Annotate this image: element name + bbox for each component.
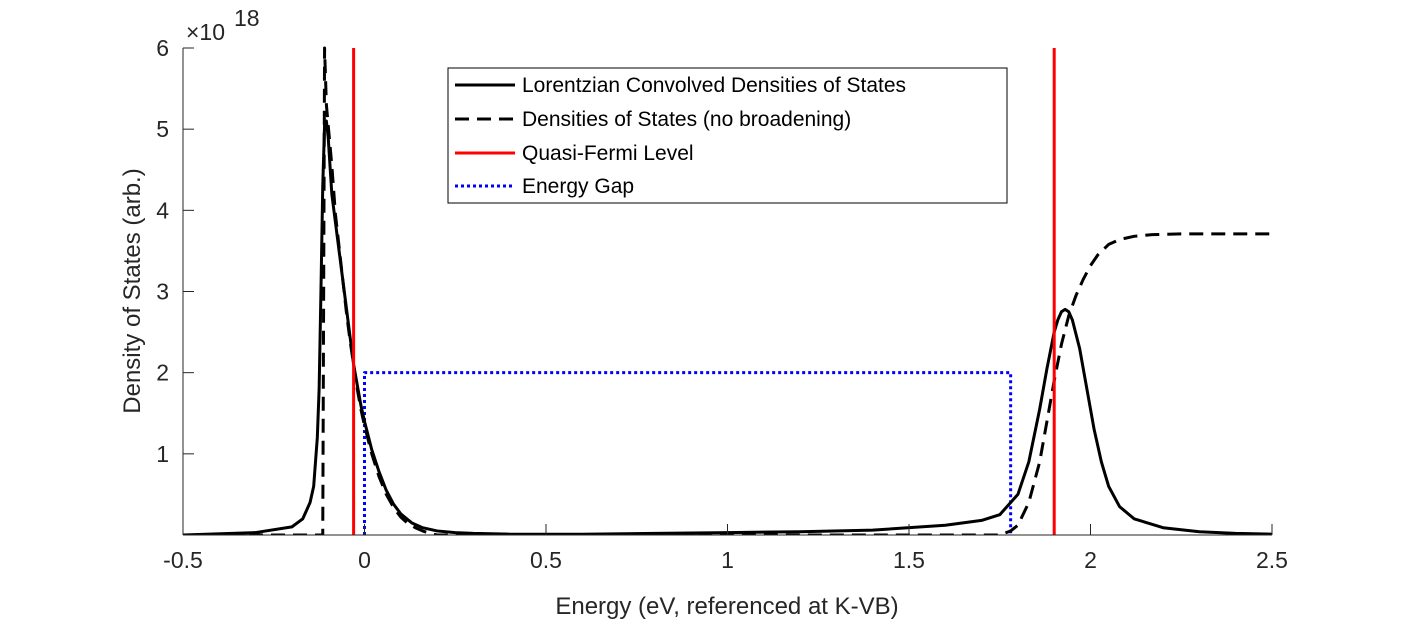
legend-label-no-broadening: Densities of States (no broadening): [522, 108, 851, 131]
legend-label-quasi-fermi: Quasi-Fermi Level: [522, 142, 694, 165]
legend-box: [447, 67, 1008, 204]
y-exponent-power: 18: [234, 5, 260, 31]
y-exponent: ×10 18: [186, 5, 260, 45]
x-tick-label: -0.5: [163, 547, 203, 573]
x-axis-title: Energy (eV, referenced at K-VB): [555, 593, 898, 620]
legend-label-energy-gap: Energy Gap: [522, 175, 634, 198]
series-layer: [183, 46, 1272, 535]
legend-label-lorentzian: Lorentzian Convolved Densities of States: [522, 74, 906, 97]
y-tick-label: 1: [156, 441, 169, 467]
y-axis-title: Density of States (arb.): [119, 168, 146, 413]
y-tick-label: 3: [156, 279, 169, 305]
x-tick-label: 0: [358, 547, 371, 573]
x-tick-label: 1.5: [893, 547, 925, 573]
y-tick-label: 5: [156, 116, 169, 142]
series-line-energy-gap: [363, 371, 1013, 535]
y-tick-label: 2: [156, 360, 169, 386]
legend: Lorentzian Convolved Densities of States…: [447, 67, 1008, 204]
y-tick-label: 4: [156, 197, 169, 223]
ticks-layer: -0.5 0 0.5 1 1.5 2 2.5 1 2 3 4 5 6: [156, 35, 1288, 573]
series-line-lorentzian-convolved-densities-of-states: [183, 119, 1272, 535]
x-tick-label: 2: [1084, 547, 1097, 573]
y-exponent-base: ×10: [186, 19, 225, 45]
x-tick-label: 1: [721, 547, 734, 573]
x-tick-label: 2.5: [1256, 547, 1288, 573]
y-tick-label: 6: [156, 35, 169, 61]
x-tick-label: 0.5: [530, 547, 562, 573]
